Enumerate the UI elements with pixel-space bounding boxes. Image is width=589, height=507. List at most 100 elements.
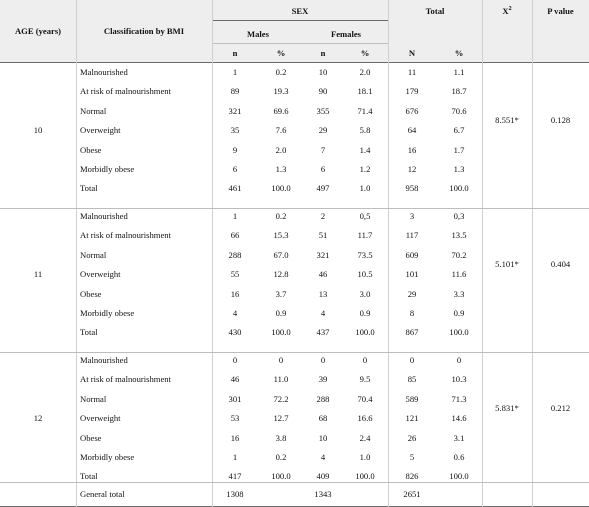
p-value: 0.212 bbox=[550, 403, 571, 414]
table-cell: 18.1 bbox=[357, 86, 373, 97]
table-cell: 16 bbox=[230, 432, 240, 443]
header-sex: SEX bbox=[291, 6, 309, 16]
table-cell: 16 bbox=[407, 144, 417, 155]
table-cell: 85 bbox=[407, 374, 417, 385]
classification-label: Obese bbox=[80, 288, 102, 299]
table-cell: 53 bbox=[230, 413, 240, 424]
table-cell: 13.5 bbox=[451, 230, 467, 241]
table-cell: 67.0 bbox=[273, 249, 289, 260]
table-cell: 117 bbox=[405, 230, 419, 241]
table-cell: 0,3 bbox=[453, 211, 465, 221]
table-cell: 0.9 bbox=[359, 308, 371, 318]
table-cell: 437 bbox=[316, 327, 330, 338]
header-total: Total bbox=[425, 6, 445, 16]
classification-label: Normal bbox=[80, 393, 107, 404]
table-cell: 3.3 bbox=[453, 288, 465, 299]
table-cell: 867 bbox=[405, 327, 419, 338]
column-divider bbox=[532, 0, 533, 507]
header-age: AGE (years) bbox=[14, 26, 62, 36]
header-classification: Classification by BMI bbox=[103, 26, 185, 36]
table-cell: 1 bbox=[232, 211, 238, 221]
classification-label: Malnourished bbox=[80, 211, 128, 221]
column-divider bbox=[212, 0, 213, 507]
table-cell: 10.3 bbox=[451, 374, 467, 385]
table-cell: 1.1 bbox=[453, 67, 465, 77]
table-cell: 3.0 bbox=[359, 288, 371, 299]
table-cell: 3.8 bbox=[275, 432, 287, 443]
chi-square-value: 5.831* bbox=[495, 403, 519, 414]
table-cell: 12.8 bbox=[273, 269, 289, 280]
table-cell: 1 bbox=[232, 452, 238, 462]
table-cell: 0 bbox=[232, 355, 238, 365]
table-cell: 409 bbox=[316, 471, 330, 482]
chi-square-superscript: 2 bbox=[508, 6, 512, 13]
group-divider bbox=[0, 207, 589, 209]
table-cell: 11 bbox=[407, 67, 417, 77]
table-cell: 0.9 bbox=[275, 308, 287, 318]
group-divider bbox=[0, 351, 589, 353]
table-cell: 12 bbox=[407, 164, 417, 174]
table-cell: 1.3 bbox=[453, 164, 465, 174]
table-cell: 101 bbox=[405, 269, 419, 280]
header-p-value: P value bbox=[547, 6, 574, 16]
table-cell: 0,5 bbox=[359, 211, 371, 221]
table-cell: 71.3 bbox=[451, 393, 467, 404]
classification-label: Normal bbox=[80, 105, 107, 116]
table-cell: 64 bbox=[407, 125, 417, 136]
classification-label: Obese bbox=[80, 432, 102, 443]
table-cell: 70.4 bbox=[357, 393, 373, 404]
table-cell: 4 bbox=[320, 308, 326, 318]
table-cell: 1.3 bbox=[275, 164, 287, 174]
subheader-total-pct: % bbox=[454, 48, 464, 58]
table-cell: 73.5 bbox=[357, 249, 373, 260]
table-cell: 1.0 bbox=[359, 183, 371, 194]
table-cell: 11.6 bbox=[451, 269, 467, 280]
header-chi-square: X2 bbox=[482, 6, 532, 17]
table-cell: 100.0 bbox=[449, 183, 469, 194]
table-cell: 288 bbox=[316, 393, 330, 404]
table-cell: 100.0 bbox=[271, 183, 291, 194]
column-divider bbox=[388, 0, 389, 507]
table-cell: 55 bbox=[230, 269, 240, 280]
table-cell: 0.2 bbox=[275, 452, 287, 462]
table-cell: 0 bbox=[320, 355, 326, 365]
table-cell: 100.0 bbox=[271, 327, 291, 338]
table-cell: 497 bbox=[316, 183, 330, 194]
table-cell: 8 bbox=[409, 308, 415, 318]
header-males: Males bbox=[247, 29, 269, 39]
table-cell: 11.7 bbox=[357, 230, 373, 241]
classification-label: At risk of malnourishment bbox=[80, 86, 171, 97]
age-group-label: 11 bbox=[33, 269, 43, 280]
table-cell: 29 bbox=[407, 288, 417, 299]
table-cell: 68 bbox=[318, 413, 328, 424]
table-cell: 39 bbox=[318, 374, 328, 385]
age-group-label: 12 bbox=[33, 413, 43, 424]
classification-label: Malnourished bbox=[80, 67, 128, 77]
classification-label: At risk of malnourishment bbox=[80, 374, 171, 385]
classification-label: Obese bbox=[80, 144, 102, 155]
table-cell: 9.5 bbox=[359, 374, 371, 385]
classification-label: Total bbox=[80, 471, 98, 482]
table-cell: 100.0 bbox=[355, 327, 375, 338]
table-header-band bbox=[0, 0, 589, 62]
table-cell: 29 bbox=[318, 125, 328, 136]
table-cell: 16 bbox=[230, 288, 240, 299]
table-cell: 100.0 bbox=[271, 471, 291, 482]
subheader-total-n: N bbox=[408, 48, 416, 58]
classification-label: Morbidly obese bbox=[80, 308, 135, 318]
chi-square-symbol: X bbox=[502, 6, 509, 16]
table-cell: 430 bbox=[228, 327, 242, 338]
table-cell: 2.0 bbox=[359, 67, 371, 77]
table-cell: 90 bbox=[318, 86, 328, 97]
general-total-females: 1343 bbox=[314, 489, 332, 499]
table-cell: 121 bbox=[405, 413, 419, 424]
table-cell: 4 bbox=[320, 452, 326, 462]
table-cell: 2.4 bbox=[359, 432, 371, 443]
table-cell: 676 bbox=[405, 105, 419, 116]
table-cell: 6.7 bbox=[453, 125, 465, 136]
table-cell: 35 bbox=[230, 125, 240, 136]
table-cell: 0.2 bbox=[275, 211, 287, 221]
sex-underline bbox=[212, 20, 388, 21]
table-cell: 19.3 bbox=[273, 86, 289, 97]
